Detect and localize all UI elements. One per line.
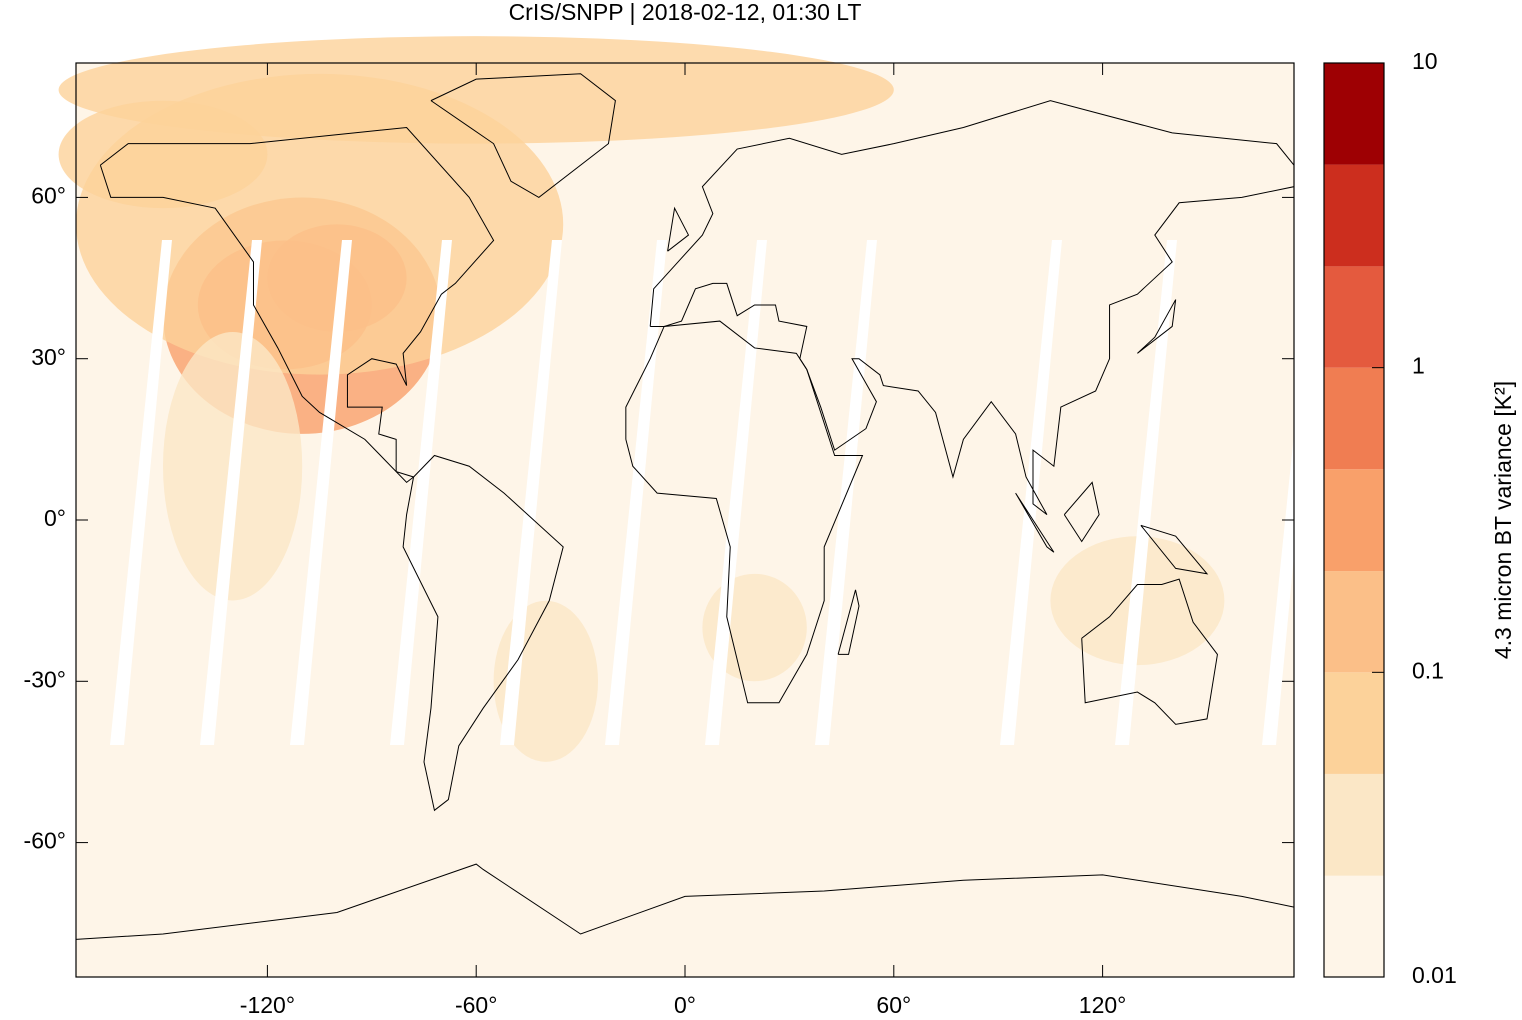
colorbar-band: [1324, 367, 1384, 470]
coastline: [1015, 492, 1055, 553]
swath-gap: [1000, 240, 1062, 745]
swath-gap: [110, 240, 172, 745]
colorbar-frame: [1323, 62, 1385, 978]
x-tick-label: 60°: [876, 992, 911, 1018]
coastline: [625, 320, 864, 704]
colorbar-band: [1324, 875, 1384, 977]
colorbar-band: [1324, 571, 1384, 673]
coastline: [99, 126, 495, 484]
swath-gap: [500, 240, 562, 745]
swath-gap: [1262, 240, 1324, 745]
swath-gap: [815, 240, 877, 745]
y-tick-label: -30°: [24, 666, 66, 692]
y-tick-label: -60°: [24, 828, 66, 854]
colorbar-tick-label: 10: [1412, 48, 1438, 74]
colorbar-label: 4.3 micron BT variance [K²]: [1490, 381, 1516, 659]
x-tick-label: 120°: [1079, 992, 1127, 1018]
colorbar-band: [1324, 672, 1384, 774]
coastline: [837, 589, 860, 655]
coastline: [1063, 481, 1100, 543]
y-tick-label: 30°: [31, 344, 66, 370]
coastline: [649, 100, 1295, 516]
swath-gap: [290, 240, 352, 745]
swath-gap: [390, 240, 452, 745]
coastline: [75, 863, 1295, 940]
colorbar-tick-label: 0.01: [1412, 962, 1457, 988]
colorbar-band: [1324, 469, 1384, 572]
swath-gap: [605, 240, 667, 745]
coastline: [402, 454, 564, 812]
coastline: [1140, 524, 1209, 575]
colorbar-band: [1324, 266, 1384, 368]
coastline: [667, 206, 690, 252]
y-tick-label: 0°: [44, 505, 66, 531]
coastline: [1137, 299, 1177, 354]
x-tick-label: -60°: [455, 992, 497, 1018]
colorbar-tick-label: 0.1: [1412, 657, 1444, 683]
colorbar-tick-label: 1: [1412, 353, 1425, 379]
colorbar-band: [1324, 773, 1384, 876]
y-tick-label: 60°: [31, 182, 66, 208]
colorbar-band: [1324, 164, 1384, 267]
colorbar-band: [1324, 63, 1384, 165]
swath-gap: [705, 240, 767, 745]
coastline: [1081, 578, 1218, 725]
variance-patch: [267, 224, 407, 332]
chart-title: CrIS/SNPP | 2018-02-12, 01:30 LT: [509, 0, 862, 25]
coastline: [430, 73, 616, 199]
variance-patch: [58, 100, 268, 209]
x-tick-label: -120°: [240, 992, 295, 1018]
x-tick-label: 0°: [674, 992, 696, 1018]
swath-gap: [1115, 240, 1177, 745]
swath-gap: [200, 240, 262, 745]
